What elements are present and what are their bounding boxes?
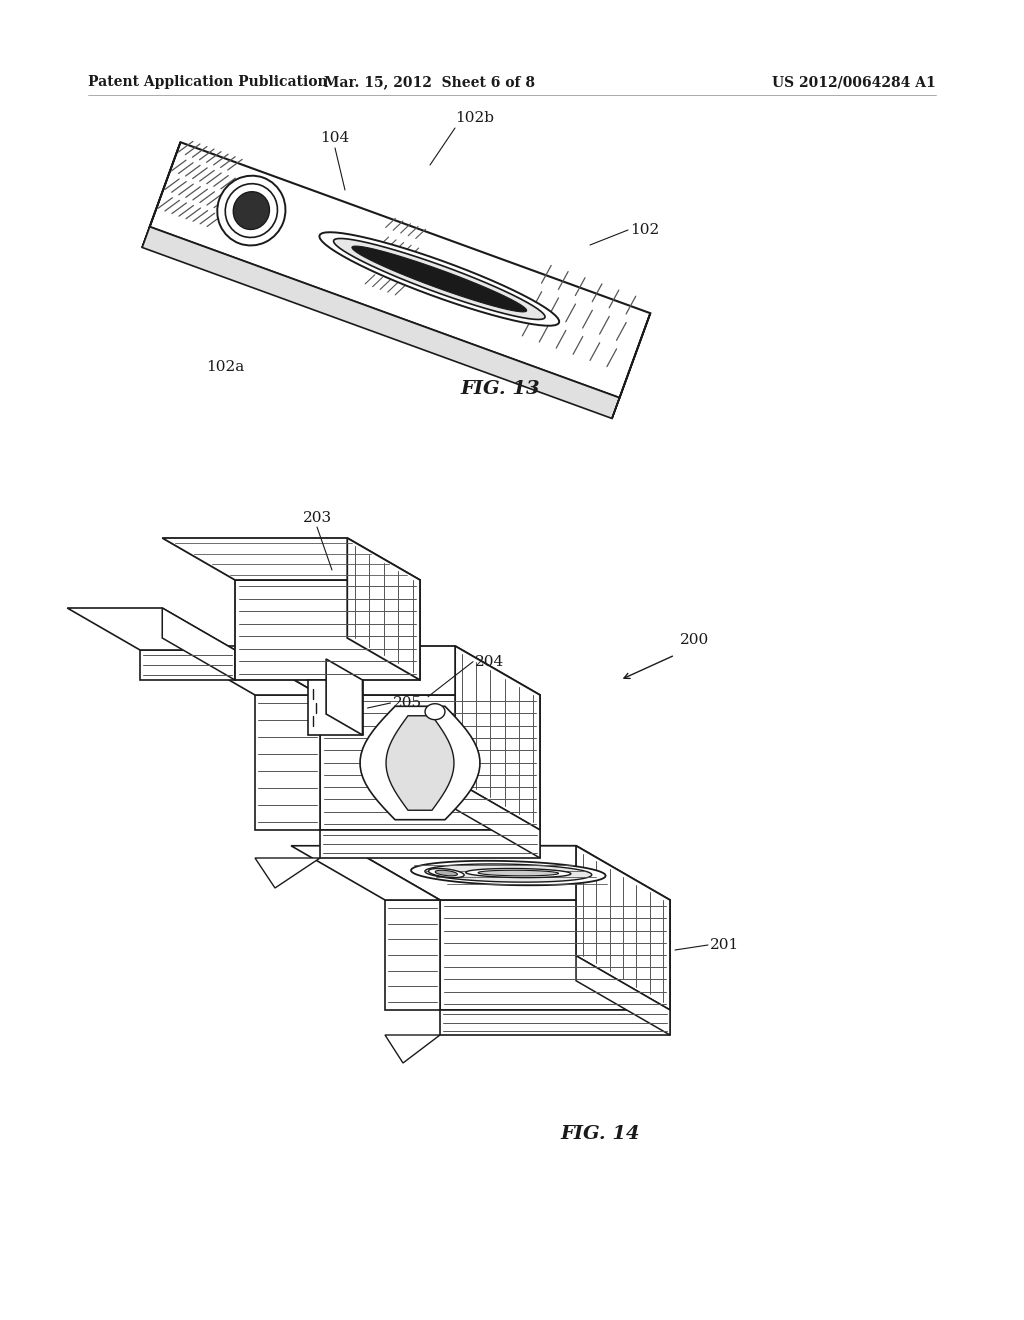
Text: 201: 201 [710,939,739,952]
Polygon shape [319,232,559,326]
Polygon shape [162,539,420,579]
Text: 104: 104 [321,131,349,145]
Polygon shape [455,781,540,858]
Polygon shape [326,659,362,735]
Text: FIG. 13: FIG. 13 [460,380,540,399]
Polygon shape [291,846,440,900]
Polygon shape [170,645,319,696]
Polygon shape [612,313,650,418]
Polygon shape [255,696,319,830]
Polygon shape [346,846,670,900]
Polygon shape [440,1010,670,1035]
Text: 200: 200 [680,634,710,647]
Text: 102b: 102b [455,111,494,125]
Polygon shape [435,870,458,876]
Polygon shape [162,609,234,680]
Polygon shape [466,869,571,878]
Text: 204: 204 [475,655,504,669]
Polygon shape [334,239,545,319]
Text: Mar. 15, 2012  Sheet 6 of 8: Mar. 15, 2012 Sheet 6 of 8 [325,75,536,88]
Polygon shape [347,539,420,680]
Polygon shape [271,659,362,680]
Polygon shape [385,1035,440,1063]
Polygon shape [234,579,420,680]
Text: 102: 102 [630,223,659,238]
Polygon shape [150,143,650,397]
Polygon shape [142,227,620,418]
Polygon shape [478,870,559,876]
Text: US 2012/0064284 A1: US 2012/0064284 A1 [772,75,936,88]
Polygon shape [68,609,234,649]
Polygon shape [255,858,319,888]
Ellipse shape [233,191,269,230]
Polygon shape [428,869,464,878]
Polygon shape [307,680,362,735]
Polygon shape [411,861,605,886]
Polygon shape [236,645,540,696]
Text: Patent Application Publication: Patent Application Publication [88,75,328,88]
Polygon shape [440,900,670,1010]
Polygon shape [319,696,540,830]
Polygon shape [360,706,480,820]
Polygon shape [577,956,670,1035]
Polygon shape [352,246,526,312]
Polygon shape [140,649,234,680]
Polygon shape [425,865,592,882]
Text: 205: 205 [392,696,422,710]
Text: FIG. 14: FIG. 14 [560,1125,640,1143]
Polygon shape [425,704,445,719]
Polygon shape [386,715,454,810]
Polygon shape [455,645,540,830]
Text: 102a: 102a [206,360,244,374]
Ellipse shape [217,176,286,246]
Polygon shape [577,846,670,1010]
Ellipse shape [225,183,278,238]
Polygon shape [385,900,440,1010]
Polygon shape [142,143,180,247]
Polygon shape [319,830,540,858]
Text: 203: 203 [302,511,332,525]
